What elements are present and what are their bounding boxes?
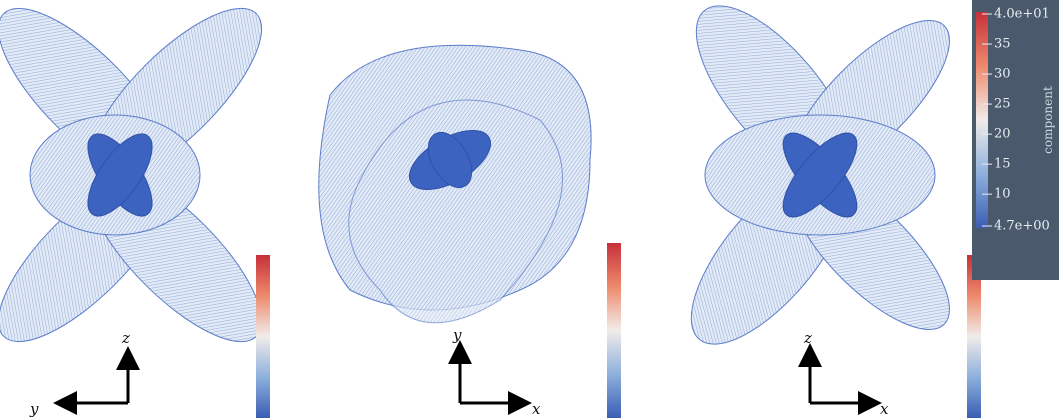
axis-label: y bbox=[452, 326, 462, 344]
tick-label: 35 bbox=[994, 37, 1011, 52]
tick-label: 20 bbox=[994, 127, 1011, 142]
axis-label: x bbox=[532, 400, 541, 418]
panel-3: z x bbox=[665, 0, 981, 418]
tick-label: 30 bbox=[994, 67, 1011, 82]
tick-label: 25 bbox=[994, 97, 1011, 112]
tick-label: 4.7e+00 bbox=[994, 219, 1050, 234]
axis-label: z bbox=[121, 329, 130, 347]
panel-2: y x bbox=[319, 45, 621, 418]
colorbar-title: component bbox=[1041, 86, 1055, 154]
tick-label: 10 bbox=[994, 187, 1011, 202]
tick-label: 15 bbox=[994, 157, 1011, 172]
tick-label: 4.0e+01 bbox=[994, 7, 1050, 22]
figure: z y y x z x bbox=[0, 0, 1059, 418]
axis-label: z bbox=[803, 329, 812, 347]
axis-label: y bbox=[29, 400, 39, 418]
axis-label: x bbox=[880, 400, 889, 418]
panel-1: z y bbox=[0, 0, 286, 418]
colorbar-legend: component 4.0e+01 35 30 25 20 15 10 4.7e+00 bbox=[972, 0, 1059, 280]
